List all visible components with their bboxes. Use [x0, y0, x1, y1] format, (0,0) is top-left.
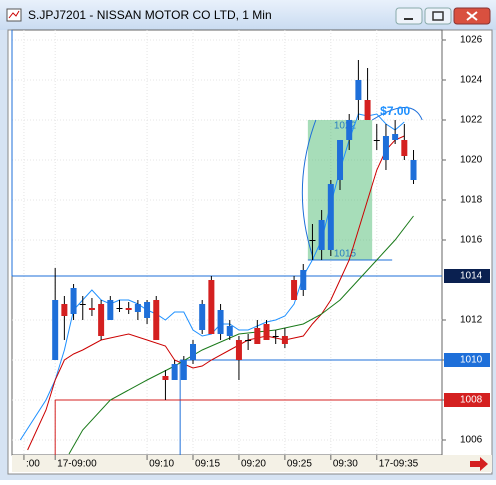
position-entry-label: 1015	[334, 249, 357, 260]
candle-body	[180, 360, 187, 380]
candle-body	[346, 120, 353, 140]
candle-body	[327, 184, 334, 250]
maximize-button[interactable]	[424, 7, 452, 25]
candle-body	[70, 288, 77, 314]
y-tick-label: 1024	[460, 75, 483, 86]
x-tick-label: :00	[26, 459, 40, 470]
candle-body	[291, 280, 298, 300]
minimize-button[interactable]	[395, 7, 423, 25]
candle-body	[144, 302, 151, 318]
window-icon	[6, 8, 22, 22]
candle-body	[162, 376, 169, 380]
level-box	[444, 353, 490, 367]
candle-body	[98, 304, 105, 336]
level-box	[444, 269, 490, 283]
close-icon	[466, 11, 478, 21]
y-tick-label: 1020	[460, 155, 483, 166]
candle-body	[190, 344, 197, 360]
x-tick-label: 09:25	[287, 459, 312, 470]
ma-line	[27, 135, 405, 451]
x-tick-label: 17-09:35	[379, 459, 419, 470]
profit-label: $7.00	[380, 104, 410, 118]
candle-body	[392, 134, 399, 140]
candle-body	[309, 240, 316, 241]
candle-body	[61, 304, 68, 316]
window-title: S.JPJ7201 - NISSAN MOTOR CO LTD, 1 Min	[28, 8, 272, 22]
maximize-icon	[432, 11, 444, 21]
candle-body	[410, 160, 417, 180]
candle-body	[373, 140, 380, 141]
candle-body	[125, 308, 132, 310]
candle-body	[88, 308, 95, 310]
candle-body	[337, 140, 344, 180]
y-tick-label: 1016	[460, 235, 483, 246]
candle-body	[134, 304, 141, 312]
candle-body	[217, 310, 224, 334]
candle-body	[171, 364, 178, 380]
x-tick-label: 17-09:00	[57, 459, 97, 470]
position-outline	[301, 107, 423, 261]
candle-body	[382, 136, 389, 160]
candle-body	[153, 300, 160, 340]
candle-body	[263, 324, 270, 340]
candle-body	[79, 304, 86, 305]
level-label: 1010	[460, 355, 483, 366]
y-tick-label: 1026	[460, 35, 483, 46]
candle-body	[272, 336, 279, 337]
time-axis	[12, 455, 492, 472]
candle-body	[235, 340, 242, 360]
candle-body	[281, 336, 288, 344]
position-target-label: 1022	[334, 121, 357, 132]
x-tick-label: 09:20	[241, 459, 266, 470]
level-label: 1008	[460, 395, 483, 406]
window-icon-line	[8, 10, 20, 19]
candle-body	[107, 300, 114, 320]
candle-body	[245, 340, 252, 341]
x-tick-label: 09:30	[333, 459, 358, 470]
candle-body	[208, 280, 215, 334]
y-tick-label: 1022	[460, 115, 483, 126]
y-tick-label: 1006	[460, 435, 483, 446]
candle-body	[226, 326, 233, 336]
candle-body	[364, 100, 371, 120]
scroll-arrow[interactable]	[470, 457, 488, 471]
candle-body	[300, 270, 307, 290]
level-label: 1014	[460, 271, 483, 282]
level-box	[444, 393, 490, 407]
candle-body	[318, 220, 325, 250]
x-tick-label: 09:15	[195, 459, 220, 470]
plot-area	[11, 29, 443, 456]
y-tick-label: 1018	[460, 195, 483, 206]
candle-body	[52, 300, 59, 360]
candle-body	[199, 304, 206, 330]
candle-body	[401, 140, 408, 156]
x-tick-label: 09:10	[149, 459, 174, 470]
candle-body	[254, 328, 261, 344]
y-tick-label: 1012	[460, 315, 483, 326]
candle-body	[116, 308, 123, 309]
candle-body	[355, 80, 362, 100]
